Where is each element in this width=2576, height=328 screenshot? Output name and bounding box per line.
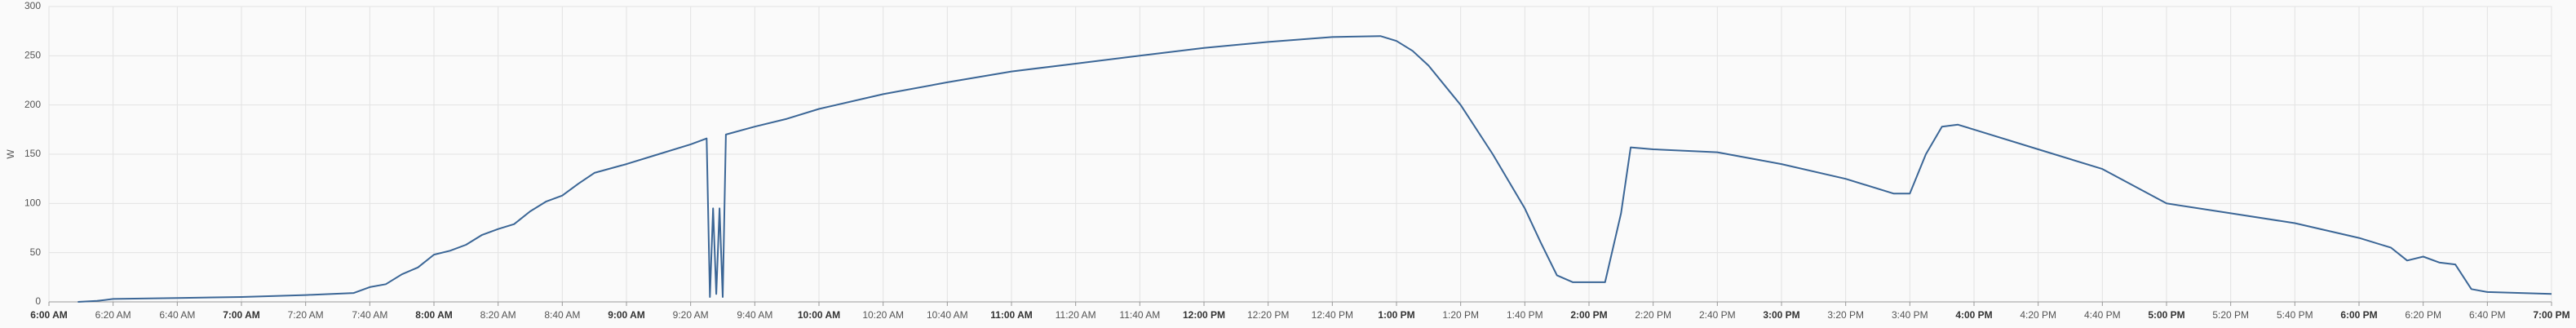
y-tick-label: 150 bbox=[24, 148, 41, 159]
x-tick-label: 7:20 AM bbox=[288, 309, 324, 321]
x-tick-label: 2:40 PM bbox=[1699, 309, 1736, 321]
x-tick-label: 4:20 PM bbox=[2020, 309, 2056, 321]
y-tick-label: 0 bbox=[35, 295, 41, 307]
x-tick-label: 10:40 AM bbox=[927, 309, 968, 321]
x-tick-label: 12:00 PM bbox=[1183, 309, 1225, 321]
y-tick-label: 250 bbox=[24, 50, 41, 61]
x-tick-label: 3:00 PM bbox=[1763, 309, 1799, 321]
y-tick-label: 200 bbox=[24, 99, 41, 110]
x-tick-label: 6:00 AM bbox=[30, 309, 68, 321]
x-tick-label: 6:40 PM bbox=[2469, 309, 2506, 321]
x-tick-label: 7:40 AM bbox=[352, 309, 387, 321]
x-tick-label: 1:40 PM bbox=[1507, 309, 1543, 321]
y-tick-label: 100 bbox=[24, 197, 41, 209]
x-tick-label: 11:20 AM bbox=[1056, 309, 1096, 321]
x-tick-label: 3:20 PM bbox=[1827, 309, 1864, 321]
x-tick-label: 11:00 AM bbox=[990, 309, 1033, 321]
x-tick-label: 4:40 PM bbox=[2084, 309, 2121, 321]
x-tick-label: 12:40 PM bbox=[1312, 309, 1353, 321]
x-tick-label: 8:00 AM bbox=[415, 309, 453, 321]
x-tick-label: 7:00 AM bbox=[223, 309, 260, 321]
x-tick-label: 7:00 PM bbox=[2533, 309, 2569, 321]
x-tick-label: 6:20 PM bbox=[2405, 309, 2441, 321]
x-tick-label: 6:40 AM bbox=[159, 309, 195, 321]
data-line bbox=[77, 35, 2552, 303]
x-tick-label: 2:00 PM bbox=[1570, 309, 1607, 321]
x-tick-label: 6:20 AM bbox=[95, 309, 131, 321]
x-tick-label: 8:40 AM bbox=[544, 309, 580, 321]
x-tick-label: 10:00 AM bbox=[798, 309, 840, 321]
x-tick-label: 9:40 AM bbox=[737, 309, 772, 321]
y-axis-label: W bbox=[5, 149, 16, 159]
x-tick-label: 5:00 PM bbox=[2148, 309, 2184, 321]
x-tick-label: 11:40 AM bbox=[1119, 309, 1160, 321]
x-tick-label: 1:00 PM bbox=[1378, 309, 1414, 321]
x-tick-label: 2:20 PM bbox=[1635, 309, 1671, 321]
x-tick-label: 9:00 AM bbox=[608, 309, 645, 321]
x-tick-label: 5:40 PM bbox=[2277, 309, 2313, 321]
x-tick-label: 3:40 PM bbox=[1892, 309, 1928, 321]
x-tick-label: 9:20 AM bbox=[673, 309, 709, 321]
x-tick-label: 10:20 AM bbox=[862, 309, 904, 321]
x-tick-label: 12:20 PM bbox=[1247, 309, 1289, 321]
x-tick-label: 6:00 PM bbox=[2340, 309, 2377, 321]
y-tick-label: 300 bbox=[24, 0, 41, 11]
x-tick-label: 1:20 PM bbox=[1442, 309, 1479, 321]
x-tick-label: 4:00 PM bbox=[1955, 309, 1992, 321]
y-tick-label: 50 bbox=[30, 246, 42, 258]
x-tick-label: 5:20 PM bbox=[2212, 309, 2249, 321]
x-tick-label: 8:20 AM bbox=[480, 309, 516, 321]
